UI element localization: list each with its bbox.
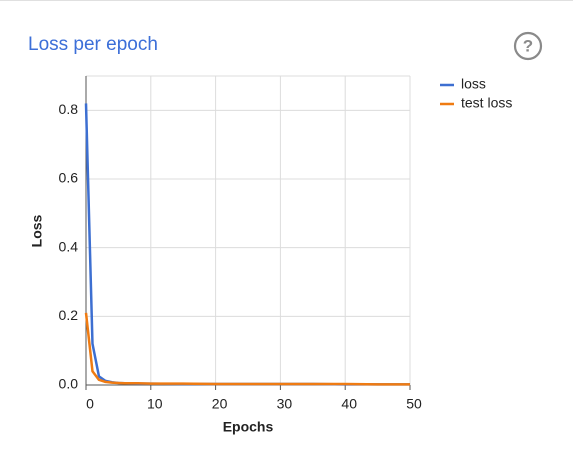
x-tick-label: 50 bbox=[406, 396, 422, 412]
y-tick-label: 0.0 bbox=[59, 376, 79, 392]
legend-label: test loss bbox=[461, 95, 512, 111]
x-tick-label: 40 bbox=[341, 396, 357, 412]
x-axis-label: Epochs bbox=[223, 419, 274, 435]
x-tick-label: 0 bbox=[86, 396, 94, 412]
legend-label: loss bbox=[461, 76, 486, 92]
help-icon[interactable]: ? bbox=[513, 31, 543, 61]
y-tick-label: 0.6 bbox=[59, 170, 79, 186]
help-circle[interactable] bbox=[513, 31, 543, 61]
y-tick-label: 0.8 bbox=[59, 101, 79, 117]
y-tick-label: 0.2 bbox=[59, 307, 79, 323]
x-tick-label: 20 bbox=[212, 396, 228, 412]
y-axis-label: Loss bbox=[29, 214, 45, 247]
chart-title: Loss per epoch bbox=[28, 34, 158, 55]
help-mark[interactable]: ? bbox=[523, 36, 533, 55]
x-tick-label: 30 bbox=[277, 396, 293, 412]
legend: loss test loss bbox=[440, 76, 512, 111]
x-tick-label: 10 bbox=[147, 396, 163, 412]
series-line bbox=[84, 312, 410, 386]
y-tick-label: 0.4 bbox=[59, 238, 79, 254]
series-line bbox=[84, 103, 410, 386]
